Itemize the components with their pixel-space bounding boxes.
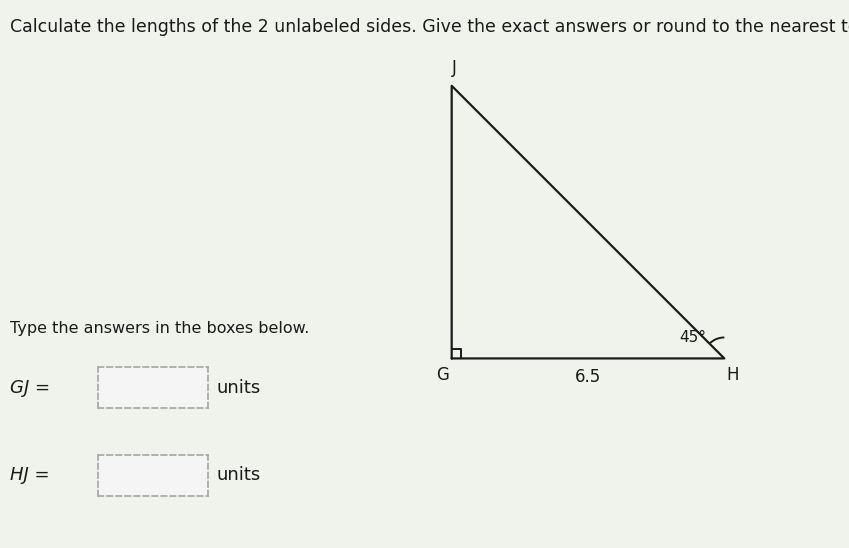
Text: 45°: 45° (679, 330, 706, 345)
Text: units: units (216, 379, 261, 397)
Text: 6.5: 6.5 (575, 368, 601, 386)
Text: GJ =: GJ = (10, 379, 50, 397)
Text: H: H (727, 366, 739, 384)
Text: G: G (436, 366, 449, 384)
Text: HJ =: HJ = (10, 466, 50, 484)
Text: Calculate the lengths of the 2 unlabeled sides. Give the exact answers or round : Calculate the lengths of the 2 unlabeled… (10, 18, 849, 36)
Text: J: J (452, 59, 457, 77)
Text: units: units (216, 466, 261, 484)
Text: Type the answers in the boxes below.: Type the answers in the boxes below. (10, 321, 310, 335)
